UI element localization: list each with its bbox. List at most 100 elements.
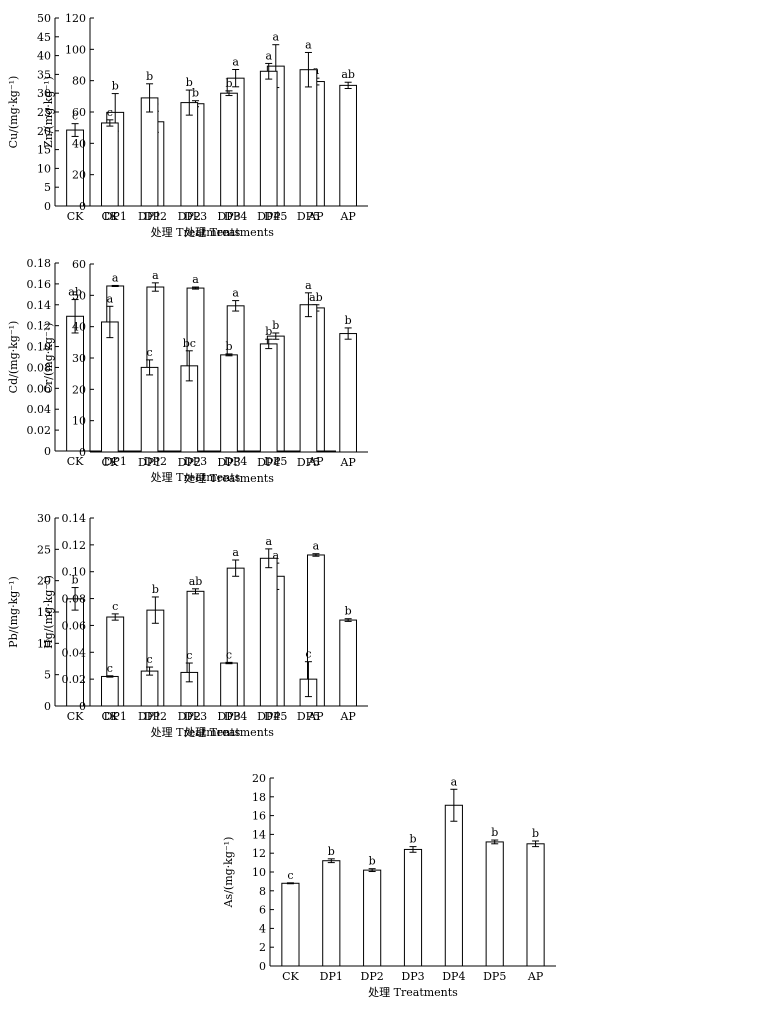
significance-letter: b xyxy=(328,845,335,858)
significance-letter: b xyxy=(152,583,159,596)
x-tick-label: DP1 xyxy=(320,970,343,983)
x-tick-label: DP2 xyxy=(178,210,201,223)
x-tick-label: DP3 xyxy=(184,210,207,223)
significance-letter: ab xyxy=(68,286,82,299)
significance-letter: b xyxy=(72,574,79,587)
x-tick-label: DP3 xyxy=(401,970,424,983)
x-axis-title: 处理 Treatments xyxy=(151,226,241,239)
y-tick-label: 0 xyxy=(44,700,51,713)
bar-dp5 xyxy=(299,304,318,453)
y-tick-label: 120 xyxy=(65,12,86,25)
x-tick-label: DP3 xyxy=(184,710,207,723)
x-tick-label: DP4 xyxy=(257,710,280,723)
x-tick-label: CK xyxy=(102,210,119,223)
significance-letter: c xyxy=(186,649,192,662)
y-axis-title: Cu/(mg·kg⁻¹) xyxy=(7,76,20,149)
x-tick-label: CK xyxy=(282,970,299,983)
significance-letter: a xyxy=(305,279,312,292)
x-tick-label: DP1 xyxy=(138,210,161,223)
y-tick-label: 8 xyxy=(259,885,266,898)
x-tick-label: DP3 xyxy=(184,455,207,468)
significance-letter: a xyxy=(107,292,114,305)
significance-letter: b xyxy=(112,80,119,93)
y-tick-label: 40 xyxy=(72,321,86,334)
y-tick-label: 25 xyxy=(37,543,51,556)
chart-zn: 0 20 40 60 80 100 120 c CK b DP1 b DP2 b DP3 a DP4 a DP5 ab… xyxy=(42,0,776,245)
x-axis-title: 处理 Treatments xyxy=(151,726,241,739)
x-tick-label: DP2 xyxy=(178,710,201,723)
significance-letter: a xyxy=(313,540,320,553)
x-tick-label: DP5 xyxy=(297,710,320,723)
x-tick-label: CK xyxy=(102,456,119,469)
y-tick-label: 50 xyxy=(72,289,86,302)
y-tick-label: 10 xyxy=(72,415,86,428)
x-tick-label: DP5 xyxy=(483,970,506,983)
bar-dp1 xyxy=(140,670,159,707)
x-tick-label: DP1 xyxy=(104,210,127,223)
significance-letter: a xyxy=(305,38,312,51)
x-axis-title: 处理 Treatments xyxy=(368,986,458,999)
x-tick-label: DP1 xyxy=(138,456,161,469)
bar-ap xyxy=(339,619,357,707)
y-axis-title: Cr/(mg·kg⁻¹) xyxy=(42,323,55,394)
bar-dp4 xyxy=(259,557,278,707)
x-tick-label: DP4 xyxy=(224,210,247,223)
y-tick-label: 0.08 xyxy=(27,361,52,374)
x-tick-label: DP1 xyxy=(104,710,127,723)
y-tick-label: 0.12 xyxy=(62,539,87,552)
significance-letter: ab xyxy=(189,575,203,588)
significance-letter: c xyxy=(112,600,118,613)
y-tick-label: 20 xyxy=(37,125,51,138)
significance-letter: b xyxy=(532,827,539,840)
y-tick-label: 12 xyxy=(252,847,266,860)
bar-dp4 xyxy=(444,804,463,967)
y-tick-label: 20 xyxy=(72,383,86,396)
x-tick-label: DP2 xyxy=(144,210,167,223)
bar-dp3 xyxy=(220,92,238,207)
significance-letter: c xyxy=(287,869,293,882)
x-tick-label: DP2 xyxy=(144,455,167,468)
x-tick-label: DP1 xyxy=(138,710,161,723)
bar-ck xyxy=(101,675,119,707)
significance-letter: a xyxy=(265,49,272,62)
y-tick-label: 0 xyxy=(44,200,51,213)
bar-dp5 xyxy=(299,69,318,207)
y-tick-label: 25 xyxy=(37,106,51,119)
significance-letter: c xyxy=(72,110,78,123)
bar-dp1 xyxy=(140,97,159,207)
significance-letter: c xyxy=(107,106,113,119)
y-tick-label: 14 xyxy=(252,828,266,841)
y-tick-label: 80 xyxy=(72,75,86,88)
chart-cr: 0 10 20 30 40 50 60 a CK c DP1 bc DP2 b DP3 b DP4 a DP5 b AP… xyxy=(42,248,776,493)
y-tick-label: 15 xyxy=(37,606,51,619)
x-tick-label: DP2 xyxy=(361,970,384,983)
significance-letter: a xyxy=(232,546,239,559)
bar-ap xyxy=(526,843,545,967)
y-tick-label: 40 xyxy=(37,50,51,63)
y-tick-label: 5 xyxy=(44,181,51,194)
y-tick-label: 35 xyxy=(37,68,51,81)
significance-letter: b xyxy=(345,314,352,327)
y-tick-label: 20 xyxy=(252,772,266,785)
x-tick-label: DP3 xyxy=(217,710,240,723)
y-axis-title: Cd/(mg·kg⁻¹) xyxy=(7,321,20,394)
x-tick-label: DP5 xyxy=(264,455,287,468)
bar-dp2 xyxy=(363,869,382,967)
y-tick-label: 0.18 xyxy=(27,257,52,270)
y-tick-label: 20 xyxy=(37,575,51,588)
bar-ck xyxy=(101,122,119,207)
chart-svg-zn: 020406080100120cCKbDP1bDP2bDP3aDP4aDP5ab… xyxy=(42,12,368,239)
significance-letter: c xyxy=(226,648,232,661)
y-tick-label: 0 xyxy=(79,200,86,213)
significance-letter: b xyxy=(146,70,153,83)
bar-dp4 xyxy=(259,343,278,453)
x-tick-label: CK xyxy=(67,455,84,468)
y-tick-label: 5 xyxy=(44,669,51,682)
x-tick-label: AP xyxy=(527,970,544,983)
bar-ck xyxy=(101,321,119,453)
y-tick-label: 20 xyxy=(72,169,86,182)
y-axis-title: Pb/(mg·kg⁻¹) xyxy=(7,576,20,648)
x-tick-label: DP3 xyxy=(217,210,240,223)
significance-letter: b xyxy=(225,77,232,90)
y-tick-label: 0.10 xyxy=(27,341,52,354)
